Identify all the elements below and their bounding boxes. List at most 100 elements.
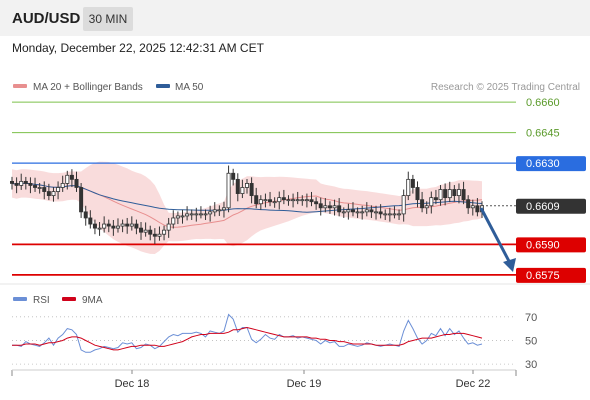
candle xyxy=(240,179,245,199)
candle xyxy=(23,176,28,190)
candle xyxy=(120,219,125,233)
candle xyxy=(254,187,259,209)
candle xyxy=(456,183,461,204)
candle xyxy=(277,191,282,210)
ma9-legend-swatch xyxy=(62,297,76,301)
candle xyxy=(185,206,190,221)
candle xyxy=(420,191,425,213)
candle xyxy=(125,217,130,234)
header-bar: AUD/USD 30 MIN xyxy=(0,0,590,36)
level-tag-0-6630 xyxy=(516,156,586,172)
candle xyxy=(429,191,434,214)
level-label-0-6590: 0.6590 xyxy=(526,239,560,251)
ma20-legend-label: MA 20 + Bollinger Bands xyxy=(33,82,143,93)
level-label-0-6575: 0.6575 xyxy=(526,270,560,282)
ma50-legend-label: MA 50 xyxy=(175,82,204,93)
candle xyxy=(231,168,236,186)
candle xyxy=(323,198,328,213)
candle xyxy=(244,178,249,194)
candle xyxy=(475,198,480,217)
candle xyxy=(221,201,226,218)
candle xyxy=(424,201,429,214)
candle xyxy=(327,201,332,214)
candle xyxy=(447,181,452,203)
projection-arrow-head xyxy=(503,258,516,272)
candle xyxy=(194,207,199,222)
candle xyxy=(346,203,351,220)
level-tag-0-6575 xyxy=(516,267,586,283)
candle xyxy=(60,175,65,192)
candle xyxy=(148,225,153,241)
rsi-legend-swatch xyxy=(13,297,27,301)
candle xyxy=(268,191,273,207)
candle xyxy=(281,189,286,205)
candle xyxy=(374,205,379,220)
rsi-tick-50: 50 xyxy=(525,335,537,347)
last-price-tag xyxy=(516,198,586,214)
candle xyxy=(226,165,231,213)
candle xyxy=(406,171,411,201)
candle xyxy=(470,199,475,216)
candle xyxy=(364,202,369,217)
level-tag-0-6590 xyxy=(516,237,586,253)
candle xyxy=(203,209,208,220)
ma50-legend-swatch xyxy=(156,84,170,88)
candle xyxy=(198,206,203,219)
candle xyxy=(286,195,291,206)
candle xyxy=(28,177,33,194)
candle xyxy=(263,193,268,208)
candle xyxy=(249,177,254,204)
ma20-legend-swatch xyxy=(13,84,27,88)
candle xyxy=(212,202,217,217)
candle xyxy=(300,195,305,206)
candle xyxy=(14,177,19,194)
candle xyxy=(102,216,107,233)
timestamp: Monday, December 22, 2025 12:42:31 AM CE… xyxy=(12,41,264,55)
candle xyxy=(314,197,319,210)
candle xyxy=(337,198,342,217)
rsi-legend-label: RSI xyxy=(33,295,50,306)
candle xyxy=(443,183,448,206)
candle xyxy=(309,191,314,207)
candle xyxy=(42,181,47,200)
rsi-ma-line xyxy=(12,326,483,351)
candle xyxy=(378,204,383,219)
candle xyxy=(410,174,415,194)
candle xyxy=(97,222,102,236)
candle xyxy=(162,225,167,241)
level-label-0-6660: 0.6660 xyxy=(526,97,560,109)
candle xyxy=(304,193,309,208)
candle xyxy=(258,195,263,210)
candle xyxy=(355,207,360,218)
candle xyxy=(166,217,171,238)
candle xyxy=(180,209,185,224)
candle xyxy=(83,205,88,226)
candle xyxy=(295,191,300,205)
candle xyxy=(69,169,74,188)
ma9-legend-label: 9MA xyxy=(82,295,103,306)
candle xyxy=(291,193,296,208)
candle xyxy=(369,205,374,218)
candle xyxy=(37,183,42,194)
candle xyxy=(397,209,402,220)
instrument-title: AUD/USD xyxy=(12,10,81,27)
candle xyxy=(88,210,93,229)
last-price-label: 0.6609 xyxy=(526,201,560,213)
candle xyxy=(360,205,365,220)
projection-arrow-shaft xyxy=(479,207,513,266)
candle xyxy=(466,195,471,214)
rsi-tick-70: 70 xyxy=(525,312,537,324)
candle xyxy=(79,183,84,218)
candle xyxy=(19,173,24,190)
candle xyxy=(171,210,176,229)
level-label-0-6630: 0.6630 xyxy=(526,158,560,170)
timeframe-button[interactable]: 30 MIN xyxy=(83,7,133,31)
candle xyxy=(106,219,111,233)
candle xyxy=(387,207,392,222)
candle xyxy=(383,209,388,220)
candle xyxy=(401,189,406,222)
candle xyxy=(129,216,134,231)
candle xyxy=(341,207,346,218)
